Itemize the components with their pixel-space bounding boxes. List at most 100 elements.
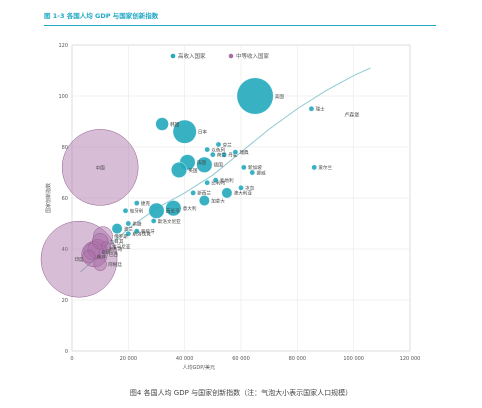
data-point — [171, 161, 188, 178]
figure-caption: 图4 各国人均 GDP 与国家创新指数（注：气泡大小表示国家人口规模） — [129, 389, 353, 397]
data-label: 比利时 — [211, 180, 225, 187]
data-point — [190, 190, 196, 196]
data-point — [212, 177, 219, 183]
data-point — [155, 117, 169, 131]
data-point — [308, 105, 315, 112]
x-tick-label: 120 000 — [400, 356, 421, 362]
data-label: 印度 — [74, 256, 84, 263]
data-label: 丹麦 — [228, 151, 238, 158]
trend-label: 卢森堡 — [344, 111, 359, 118]
legend-marker — [170, 53, 176, 59]
data-point — [61, 129, 139, 206]
y-tick-label: 20 — [62, 298, 68, 304]
data-label: 中国 — [96, 164, 106, 171]
data-label: 匈牙利 — [130, 208, 144, 215]
title-rule — [44, 25, 436, 26]
data-label: 意大利 — [183, 205, 197, 212]
data-label: 波兰 — [124, 225, 134, 232]
data-label: 瑞典 — [239, 149, 249, 156]
data-point — [93, 257, 107, 271]
data-label: 以色列 — [211, 146, 225, 153]
x-tick-label: 80 000 — [289, 356, 307, 362]
data-point — [241, 164, 247, 171]
data-point — [311, 164, 318, 171]
data-point — [82, 250, 96, 264]
x-axis-label: 人均GDP/美元 — [183, 364, 215, 371]
data-point — [133, 200, 140, 206]
data-point — [204, 146, 210, 153]
data-label: 罗马尼亚 — [112, 243, 131, 250]
data-label: 新西兰 — [197, 190, 211, 197]
y-tick-label: 100 — [58, 94, 68, 100]
data-label: 澳大利亚 — [234, 190, 253, 197]
x-tick-label: 0 — [70, 356, 73, 362]
data-label: 法国 — [197, 159, 207, 166]
trend-line — [80, 67, 371, 273]
data-label: 爱尔兰 — [318, 164, 332, 171]
data-point — [100, 241, 111, 252]
data-label: 葡萄牙 — [141, 228, 155, 235]
data-point — [40, 220, 118, 298]
data-point — [93, 226, 113, 247]
data-point — [236, 77, 274, 115]
y-tick-label: 40 — [62, 247, 68, 253]
legend-label: 中等收入国家 — [236, 52, 270, 60]
y-tick-label: 0 — [65, 349, 68, 355]
data-label: 希腊 — [132, 220, 142, 227]
data-label: 阿根廷 — [108, 261, 122, 268]
data-point — [150, 218, 157, 224]
data-label: 俄罗斯 — [114, 233, 128, 240]
data-label: 日本 — [198, 129, 208, 136]
data-label: 土耳其 — [110, 238, 124, 245]
data-label: 冰岛 — [245, 185, 255, 192]
y-tick-label: 120 — [58, 43, 68, 49]
data-point — [122, 207, 129, 214]
x-tick-label: 60 000 — [232, 356, 250, 362]
data-label: 巴西 — [109, 252, 119, 258]
data-point — [198, 195, 210, 206]
data-label: 斯洛文尼亚 — [158, 218, 181, 225]
data-label: 泰国 — [101, 248, 111, 255]
data-point — [125, 230, 132, 237]
legend-marker — [228, 53, 234, 59]
data-label: 挪威 — [256, 169, 266, 176]
data-point — [204, 179, 210, 186]
data-point — [133, 228, 140, 234]
data-label: 美国 — [275, 93, 285, 100]
data-label: 南非 — [97, 253, 107, 260]
data-point — [111, 223, 123, 235]
x-tick-label: 20 000 — [120, 356, 138, 362]
data-label: 新加坡 — [248, 164, 262, 171]
data-point — [210, 151, 216, 158]
x-tick-label: 100 000 — [343, 356, 364, 362]
data-label: 斯洛伐克 — [132, 231, 151, 238]
data-label: 加拿大 — [211, 197, 225, 204]
data-label: 西班牙 — [166, 208, 180, 215]
data-label: 韩国 — [170, 121, 180, 128]
data-point — [165, 200, 182, 217]
data-point — [83, 243, 100, 260]
data-point — [249, 169, 256, 176]
data-label: 德国 — [214, 162, 224, 169]
data-point — [221, 187, 233, 199]
x-tick-label: 40 000 — [176, 356, 194, 362]
data-point — [172, 119, 197, 144]
figure-title: 图 1-3 各国人均 GDP 与国家创新指数 — [44, 12, 159, 20]
data-point — [196, 156, 213, 173]
data-label: 墨西哥 — [108, 247, 122, 253]
data-label: 英国 — [188, 167, 198, 174]
data-point — [91, 233, 109, 250]
data-label: 瑞士 — [316, 106, 326, 113]
data-point — [232, 149, 239, 155]
legend-label: 高收入国家 — [178, 52, 206, 60]
data-label: 荷兰 — [217, 151, 227, 158]
y-axis-label: 国家创新指数 — [45, 183, 52, 213]
data-point — [238, 184, 244, 191]
y-tick-label: 60 — [62, 196, 68, 202]
data-label: 捷克 — [141, 200, 151, 207]
data-point — [221, 151, 227, 158]
y-tick-label: 80 — [62, 145, 68, 151]
data-point — [125, 220, 132, 227]
data-label: 芬兰 — [223, 141, 233, 148]
